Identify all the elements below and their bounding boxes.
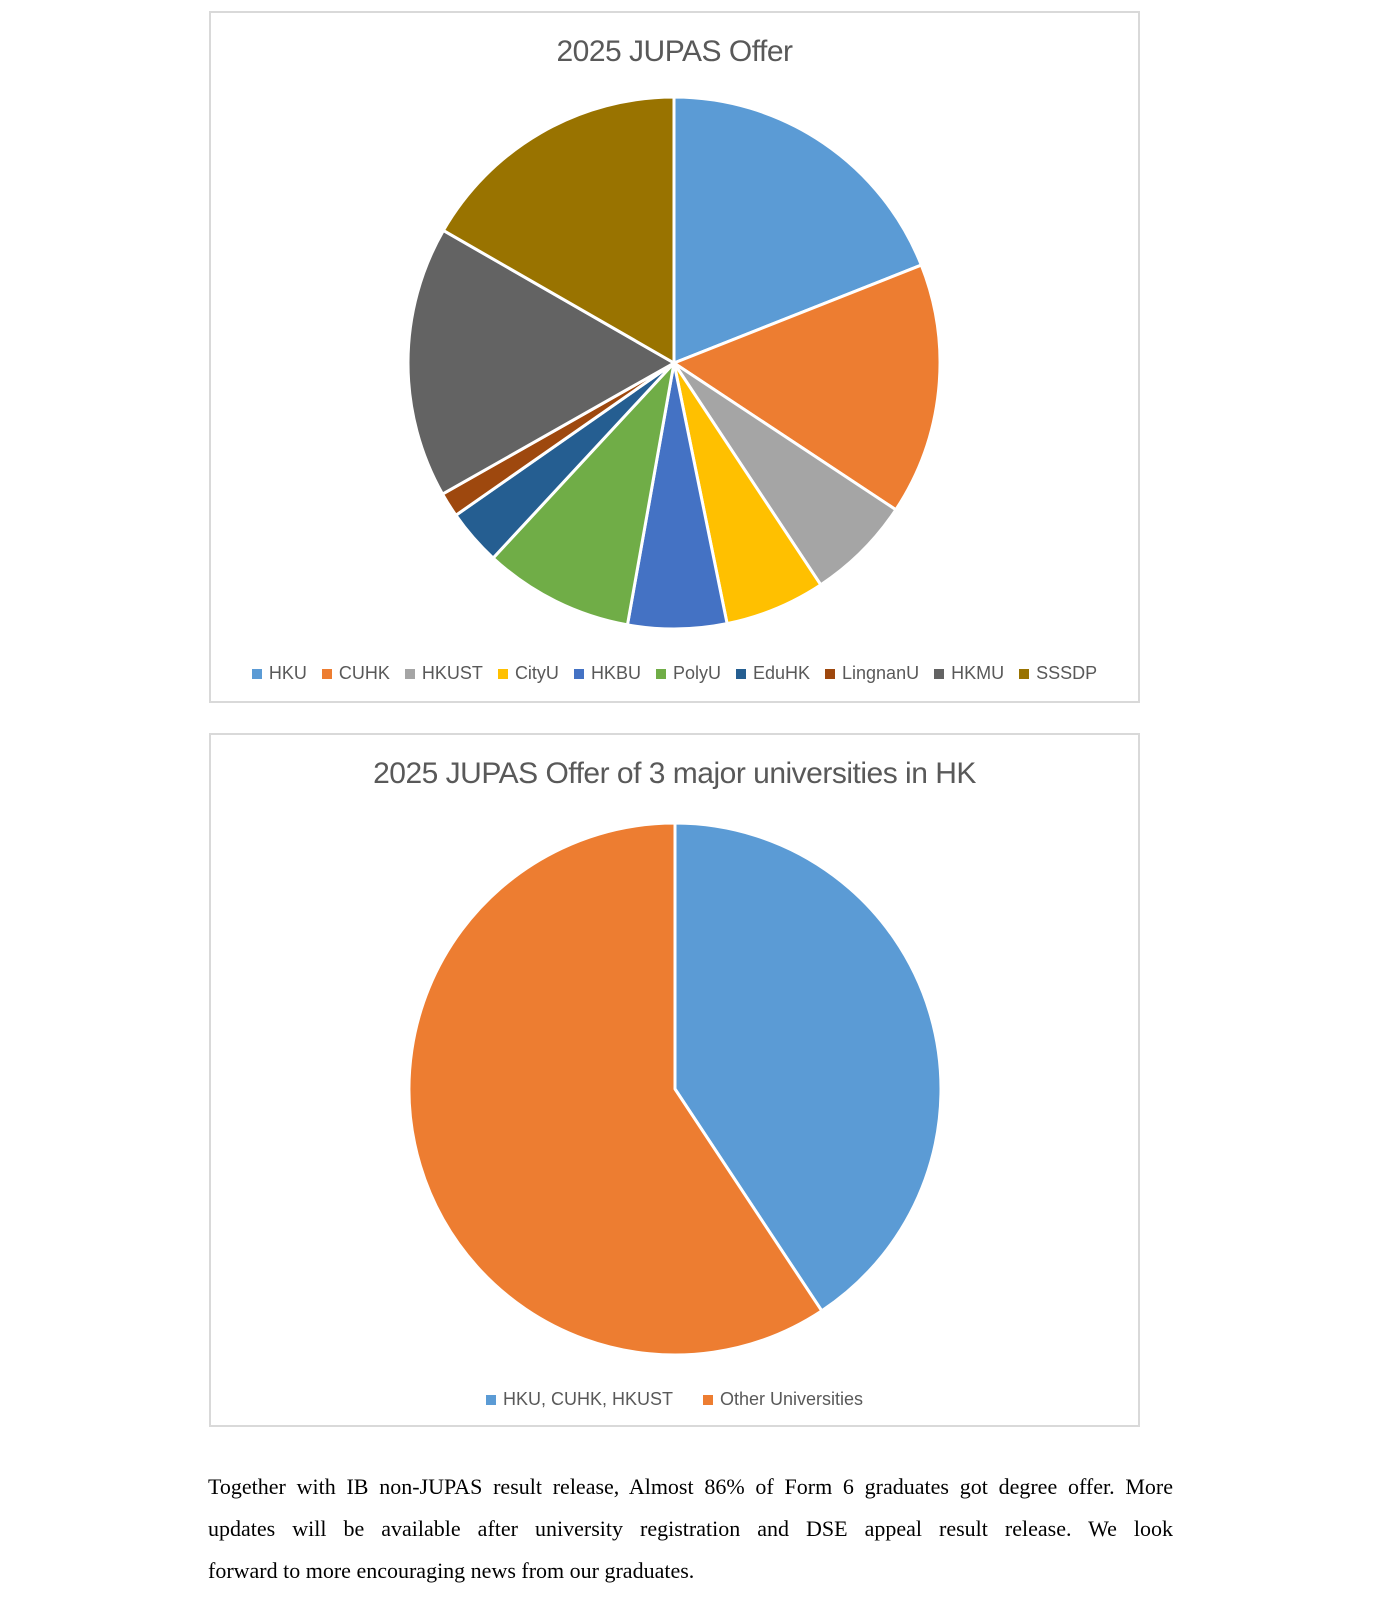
legend-swatch-CityU (497, 668, 508, 679)
legend-item-HKU-CUHK-HKUST: HKU, CUHK, HKUST (485, 1389, 673, 1410)
chart2-legend: HKU, CUHK, HKUST Other Universities (211, 1389, 1138, 1410)
legend-label-Other-Universities: Other Universities (719, 1389, 864, 1409)
legend-swatch-EduHK (735, 668, 746, 679)
chart1-legend: HKU CUHK HKUST CityU HKBU PolyU EduHK LingnanU H… (211, 663, 1138, 684)
legend-swatch-PolyU (655, 668, 666, 679)
legend-swatch-HKMU (934, 668, 945, 679)
legend-item-CUHK: CUHK (321, 663, 390, 684)
legend-item-PolyU: PolyU (655, 663, 721, 684)
pie-slice-Other-Universities (407, 821, 824, 1357)
legend-swatch-LingnanU (825, 668, 836, 679)
paragraph-line-3: forward to more encouraging news from ou… (208, 1558, 695, 1583)
legend-label-LingnanU: LingnanU (842, 663, 920, 683)
legend-label-HKUST: HKUST (421, 663, 483, 683)
legend-label-HKU: HKU (268, 663, 307, 683)
legend-label-SSSDP: SSSDP (1036, 663, 1098, 683)
paragraph-line-1: Together with IB non-JUPAS result releas… (208, 1474, 1173, 1499)
legend-item-HKU: HKU (251, 663, 307, 684)
pie-slice-PolyU (491, 361, 676, 627)
pie-slice-CUHK (672, 263, 942, 512)
legend-item-Other-Universities: Other Universities (702, 1389, 864, 1410)
chart2-container: 2025 JUPAS Offer of 3 major universities… (209, 733, 1140, 1427)
legend-swatch-HKBU (573, 668, 584, 679)
legend-label-CityU: CityU (514, 663, 559, 683)
legend-item-HKUST: HKUST (404, 663, 483, 684)
chart2-pie (407, 821, 943, 1357)
legend-swatch-SSSDP (1019, 668, 1030, 679)
legend-item-LingnanU: LingnanU (825, 663, 919, 684)
legend-label-CUHK: CUHK (338, 663, 390, 683)
legend-item-HKMU: HKMU (934, 663, 1004, 684)
legend-label-HKU-CUHK-HKUST: HKU, CUHK, HKUST (502, 1389, 673, 1409)
chart1-title: 2025 JUPAS Offer (556, 35, 793, 68)
pie-slice-SSSDP (441, 95, 676, 365)
chart1-container: 2025 JUPAS Offer HKU CUHK HKUST CityU HKBU Po… (209, 11, 1140, 703)
legend-label-EduHK: EduHK (752, 663, 811, 683)
summary-paragraph: Together with IB non-JUPAS result releas… (208, 1466, 1173, 1592)
legend-swatch-HKUST (404, 668, 415, 679)
legend-swatch-HKU-CUHK-HKUST (485, 1394, 496, 1405)
legend-item-HKBU: HKBU (573, 663, 641, 684)
pie-slice-HKU (672, 95, 923, 365)
legend-item-EduHK: EduHK (735, 663, 811, 684)
legend-item-SSSDP: SSSDP (1019, 663, 1097, 684)
pie-slice-HKMU (406, 228, 676, 496)
legend-swatch-CUHK (321, 668, 332, 679)
legend-swatch-HKU (251, 668, 262, 679)
paragraph-line-2: updates will be available after universi… (208, 1516, 1173, 1541)
legend-item-CityU: CityU (497, 663, 559, 684)
legend-swatch-Other-Universities (702, 1394, 713, 1405)
legend-label-HKBU: HKBU (590, 663, 641, 683)
legend-label-PolyU: PolyU (672, 663, 721, 683)
legend-label-HKMU: HKMU (951, 663, 1005, 683)
chart1-pie (406, 95, 942, 631)
chart2-title: 2025 JUPAS Offer of 3 major universities… (373, 757, 976, 790)
